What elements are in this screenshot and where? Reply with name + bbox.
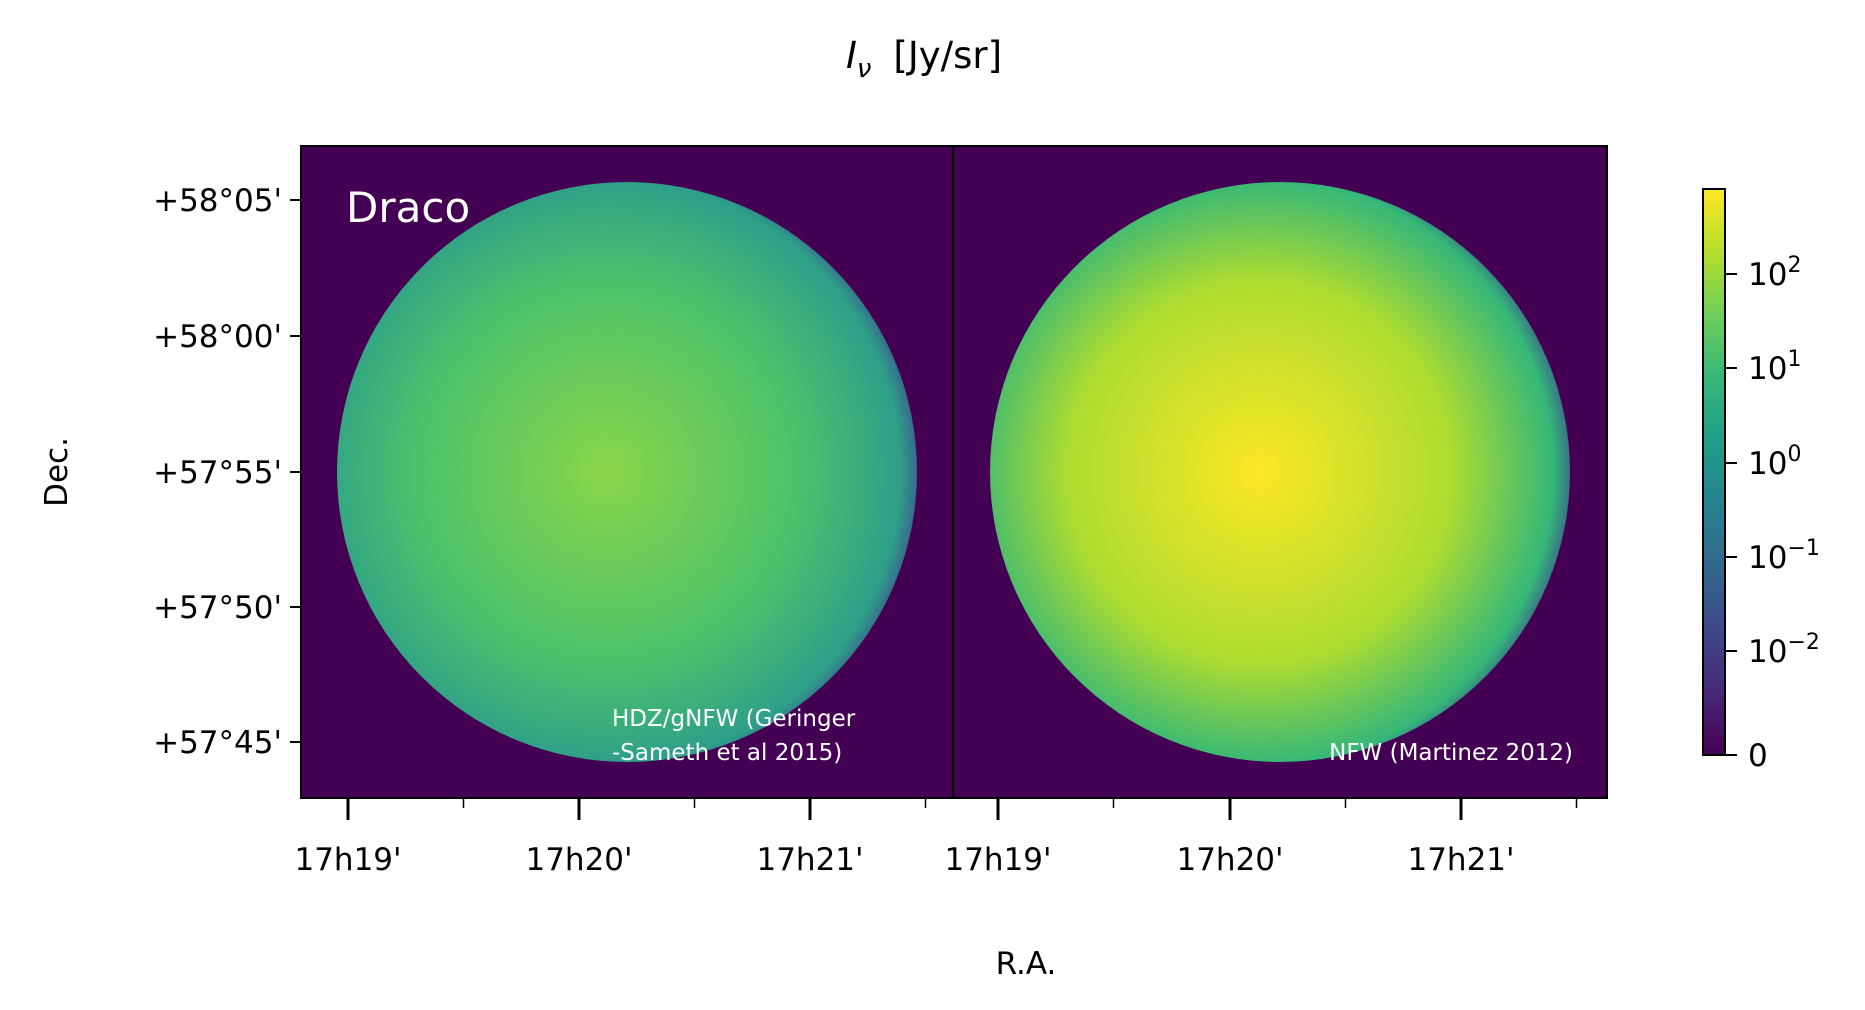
y-axis-label: Dec. xyxy=(39,437,75,507)
right-model-label: NFW (Martinez 2012) xyxy=(1329,740,1573,766)
y-tick-label: +58°00' xyxy=(153,319,282,355)
y-tick-label: +57°50' xyxy=(153,590,282,626)
colorbar-tick-label: 102 xyxy=(1748,253,1801,293)
panel-annotation-draco: Draco xyxy=(346,183,470,232)
colorbar-tick-label: 10−2 xyxy=(1748,630,1820,670)
panels: Draco HDZ/gNFW (Geringer -Sameth et al 2… xyxy=(300,145,1608,799)
colorbar-gradient xyxy=(1702,188,1726,756)
y-tick-label: +58°05' xyxy=(153,183,282,219)
panel-right-frame xyxy=(952,145,1608,799)
colorbar-tick-label: 10−1 xyxy=(1748,536,1820,576)
left-model-label-line1: HDZ/gNFW (Geringer xyxy=(612,706,856,732)
colorbar: 102 101 100 10−1 10−2 0 xyxy=(1702,188,1820,774)
x-tick-label: 17h19' xyxy=(294,842,401,878)
y-tick-label: +57°45' xyxy=(153,725,282,761)
left-model-label: HDZ/gNFW (Geringer -Sameth et al 2015) xyxy=(612,706,863,766)
chart-title: Iν [Jy/sr] xyxy=(846,34,1002,84)
colorbar-tick-label: 0 xyxy=(1748,738,1768,774)
x-tick-label: 17h21' xyxy=(1407,842,1514,878)
y-tick-label: +57°55' xyxy=(153,455,282,491)
x-tick-label: 17h19' xyxy=(944,842,1051,878)
colorbar-tick-label: 101 xyxy=(1748,347,1801,387)
left-model-label-line2: -Sameth et al 2015) xyxy=(612,740,842,766)
x-tick-label: 17h20' xyxy=(525,842,632,878)
x-axis-label: R.A. xyxy=(996,946,1057,982)
left-panel-intensity-disk xyxy=(337,182,917,762)
title-unit: [Jy/sr] xyxy=(893,34,1002,77)
y-axis: +58°05' +58°00' +57°55' +57°50' +57°45' xyxy=(153,183,301,761)
right-panel-intensity-disk xyxy=(990,182,1570,762)
x-tick-label: 17h21' xyxy=(756,842,863,878)
colorbar-tick-label: 100 xyxy=(1748,442,1801,482)
title-symbol: I xyxy=(846,34,857,77)
colorbar-ticks: 102 101 100 10−1 10−2 0 xyxy=(1725,253,1820,774)
x-axis: 17h19' 17h20' 17h21' 17h19' 17h20' 17h21' xyxy=(294,798,1578,878)
x-tick-label: 17h20' xyxy=(1176,842,1283,878)
title-subscript: ν xyxy=(857,54,872,84)
